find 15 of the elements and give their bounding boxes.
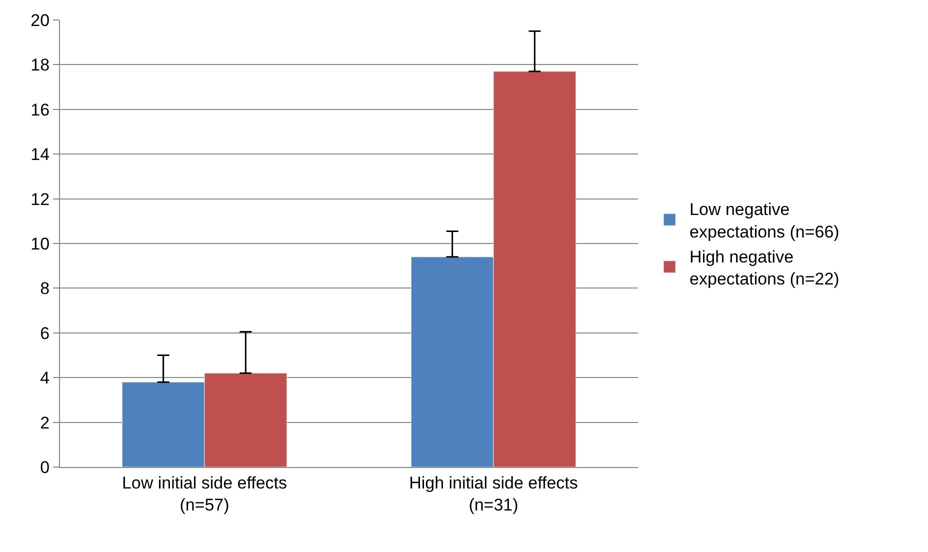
y-tick-label: 8 [40,279,50,298]
y-tick-label: 10 [30,234,50,254]
y-tick-label: 14 [30,145,50,164]
y-tick-label: 16 [30,100,50,120]
y-tick-label: 12 [30,190,50,209]
legend-label: Low negative expectations (n=66) [690,200,840,242]
y-tick-label: 18 [30,56,50,75]
y-tick-label: 6 [40,324,50,343]
legend-label: High negative expectations (n=22) [690,247,840,288]
y-tick-label: 0 [40,458,50,477]
y-tick-label: 20 [30,10,50,30]
x-tick-label: Low initial side effects (n=57) [122,473,288,514]
x-tick-label: High initial side effects (n=31) [409,473,578,514]
y-tick-label: 2 [40,413,50,432]
y-tick-label: 4 [40,368,50,388]
